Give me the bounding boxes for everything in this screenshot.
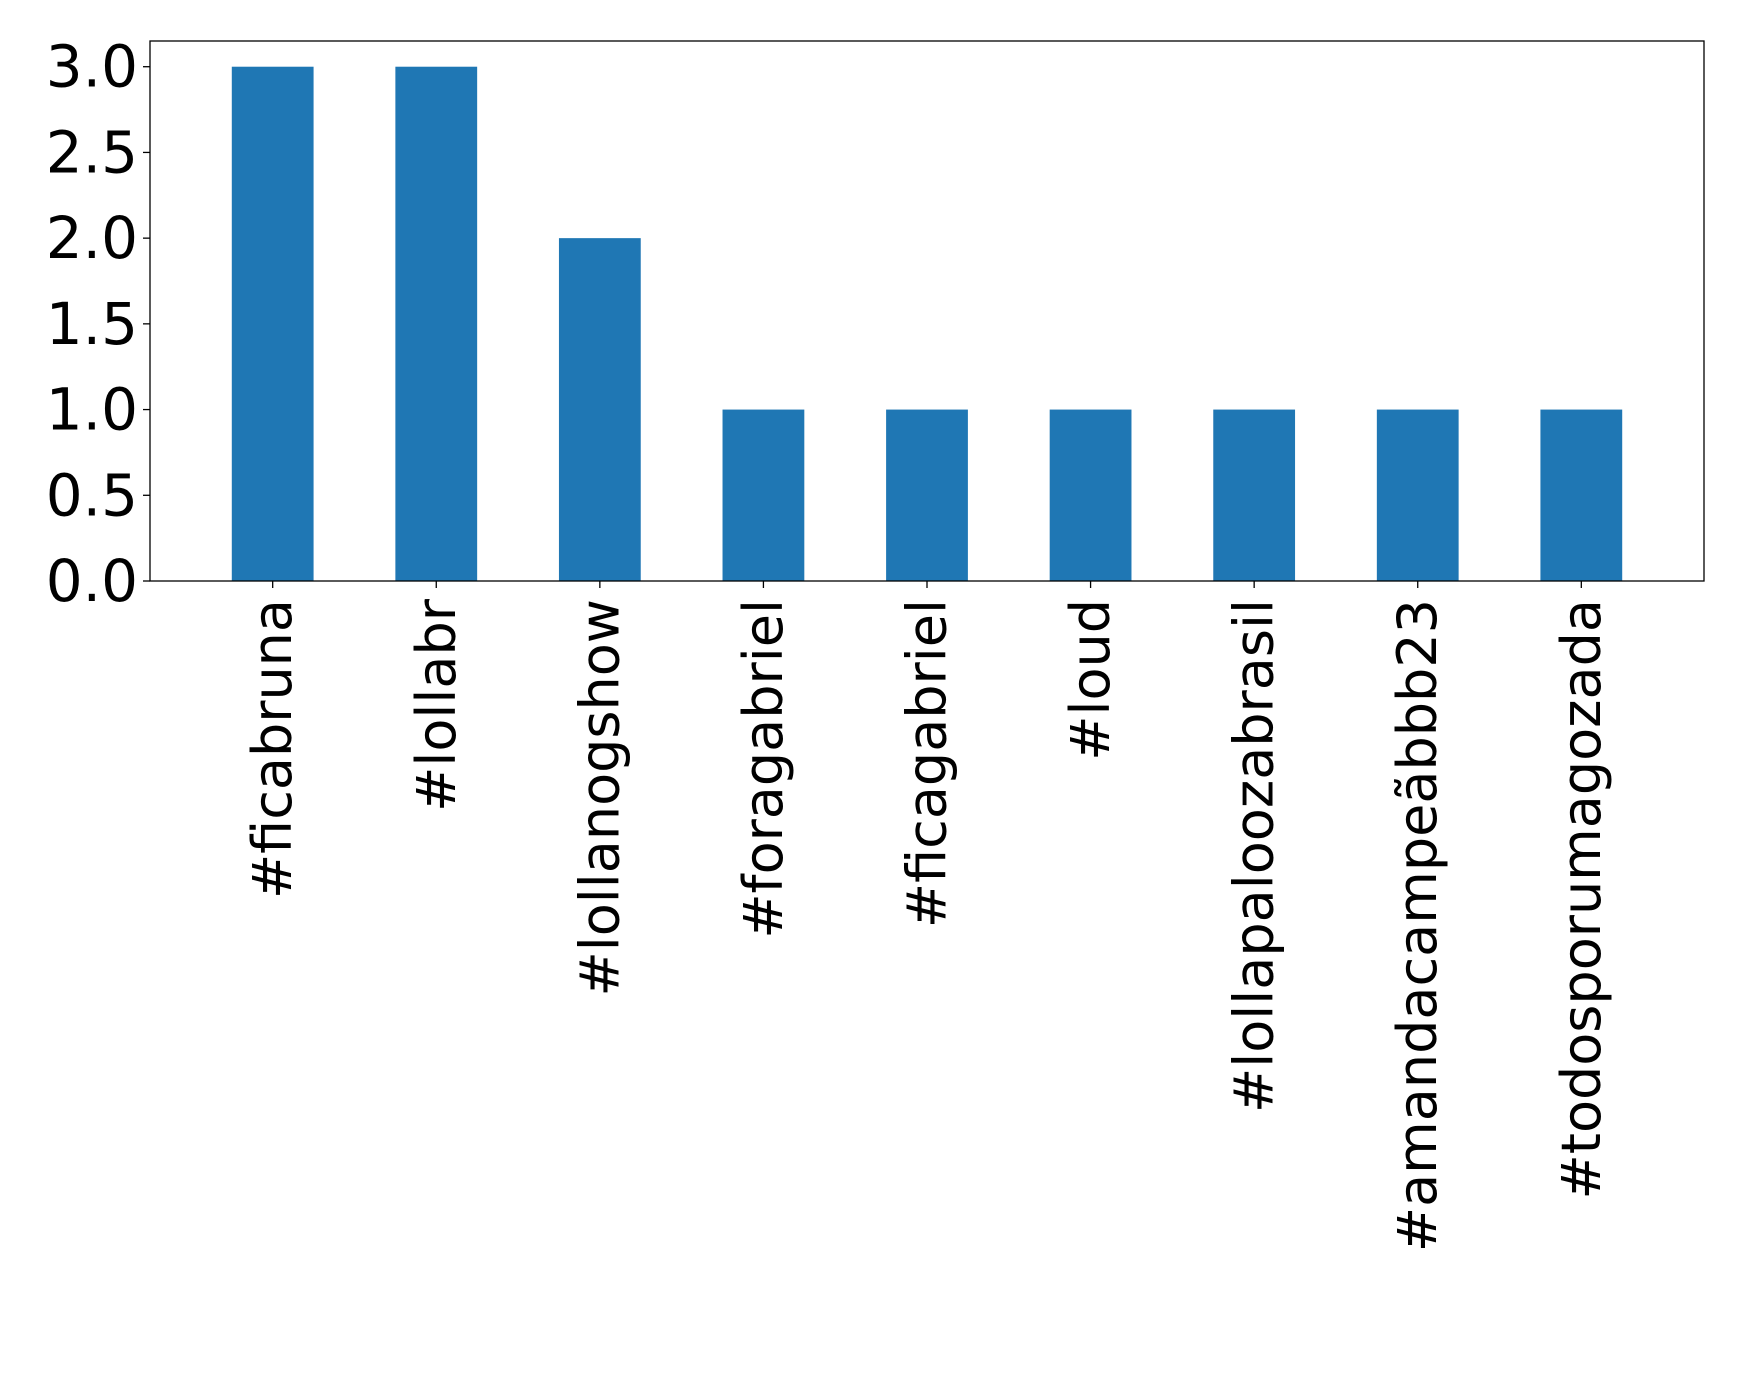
y-tick-label: 1.0	[46, 376, 138, 444]
y-tick-label: 2.0	[46, 204, 138, 272]
x-tick-label: #foragabriel	[732, 599, 795, 939]
x-tick-label: #amandacampeãbbb23	[1386, 599, 1449, 1252]
bar-amandacampeãbbb23	[1376, 409, 1459, 581]
x-tick-label: #lollanogshow	[568, 599, 631, 997]
x-tick-label: #lollapaloozabrasil	[1223, 599, 1286, 1113]
x-tick-label: #todosporumagozada	[1550, 599, 1613, 1199]
bar-foragabriel	[722, 409, 805, 581]
bar-ficabruna	[231, 66, 314, 581]
x-tick-label: #loud	[1059, 599, 1122, 761]
y-axis: 0.0 0.5 1.0 1.5 2.0 2.5 3.0	[46, 33, 150, 615]
x-tick-label: #lollabr	[405, 598, 468, 812]
bar-lollapaloozabrasil	[1213, 409, 1296, 581]
y-tick-label: 0.0	[46, 547, 138, 615]
bar-todosporumagozada	[1540, 409, 1623, 581]
y-tick-label: 0.5	[46, 461, 138, 529]
bars-layer	[231, 66, 1623, 581]
bar-loud	[1049, 409, 1132, 581]
bar-ficagabriel	[886, 409, 968, 581]
x-tick-label: #ficabruna	[241, 599, 304, 899]
bar-lollabr	[395, 66, 478, 581]
x-tick-label: #ficagabriel	[896, 599, 959, 928]
y-tick-label: 1.5	[46, 290, 138, 358]
x-axis: #ficabruna #lollabr #lollanogshow #foragabr…	[241, 581, 1613, 1252]
bar-lollanogshow	[558, 238, 641, 581]
y-tick-label: 3.0	[46, 33, 138, 101]
y-tick-label: 2.5	[46, 118, 138, 186]
